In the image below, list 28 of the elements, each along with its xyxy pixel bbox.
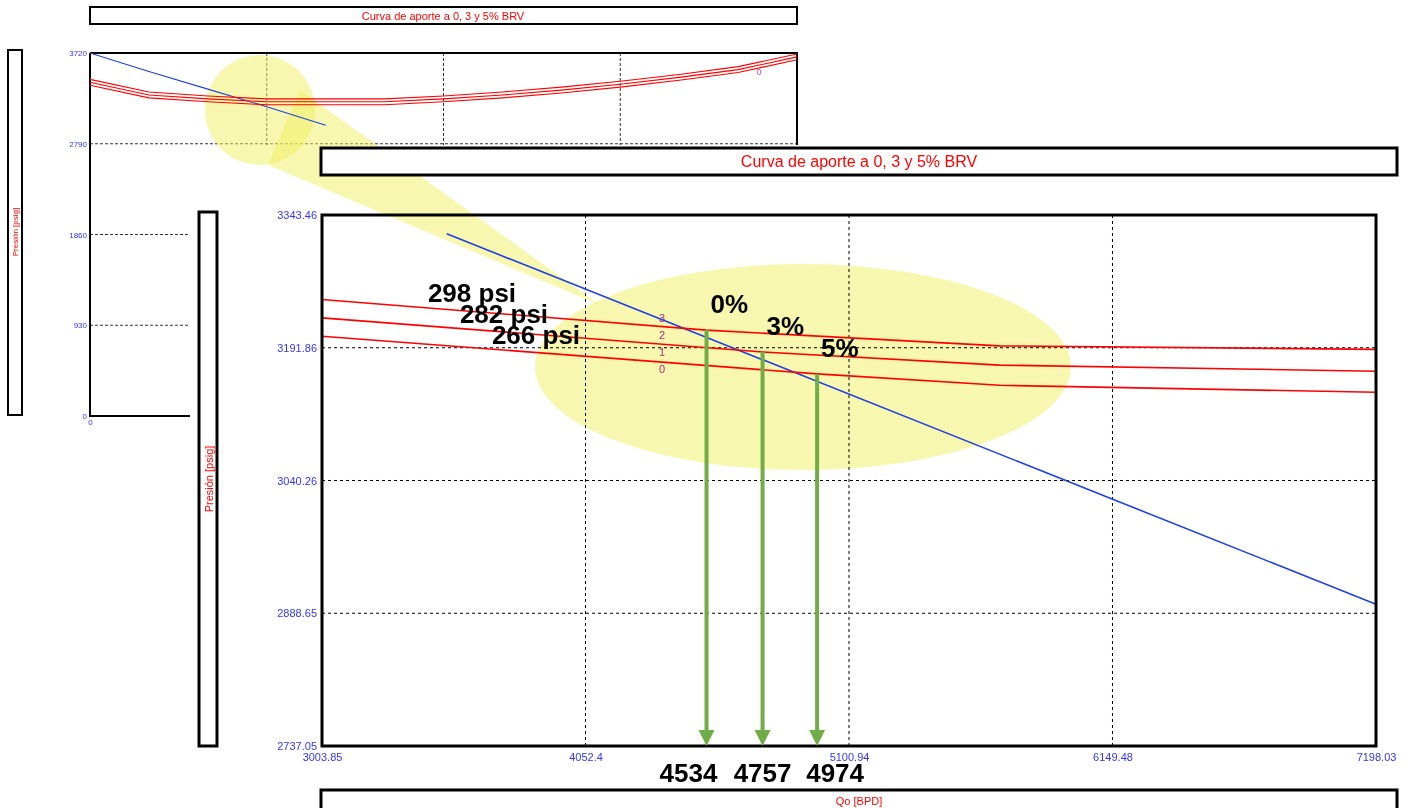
annotation: 0 — [658, 363, 666, 375]
x-tick-label: 7198.03 — [1356, 751, 1397, 764]
annotation: 2 — [658, 329, 666, 341]
y-tick-label: 3191.86 — [277, 341, 317, 354]
annotation: 3% — [766, 311, 805, 341]
x-axis-title: Qo [BPD] — [835, 795, 883, 807]
chart-title: Curva de aporte a 0, 3 y 5% BRV — [361, 10, 525, 22]
annotation: 5% — [821, 332, 859, 363]
annotation: 4757 — [733, 758, 792, 788]
y-tick-label: 3720 — [69, 49, 88, 59]
x-tick-label: 6149.48 — [1093, 751, 1133, 764]
y-tick-label: 2737.05 — [277, 740, 317, 753]
y-tick-label: 3040.26 — [277, 474, 317, 487]
annotation: 4534 — [659, 758, 718, 788]
y-tick-label: 930 — [73, 321, 88, 331]
annotation: 1 — [658, 346, 666, 358]
text: 0 — [88, 417, 93, 427]
y-axis-title: Presión [psig] — [203, 445, 215, 513]
y-tick-label: 3343.46 — [277, 209, 317, 222]
y-axis-title: Presión [psig] — [11, 207, 20, 257]
annotation: 0% — [710, 289, 749, 320]
y-tick-label: 2790 — [69, 139, 88, 149]
annotation: 0 — [756, 67, 762, 77]
chart-title: Curva de aporte a 0, 3 y 5% BRV — [740, 153, 978, 170]
x-tick-label: 3003.85 — [302, 751, 343, 764]
y-tick-label: 2888.65 — [277, 607, 317, 620]
x-tick-label: 4052.4 — [569, 751, 603, 764]
y-tick-label: 1860 — [69, 230, 88, 240]
